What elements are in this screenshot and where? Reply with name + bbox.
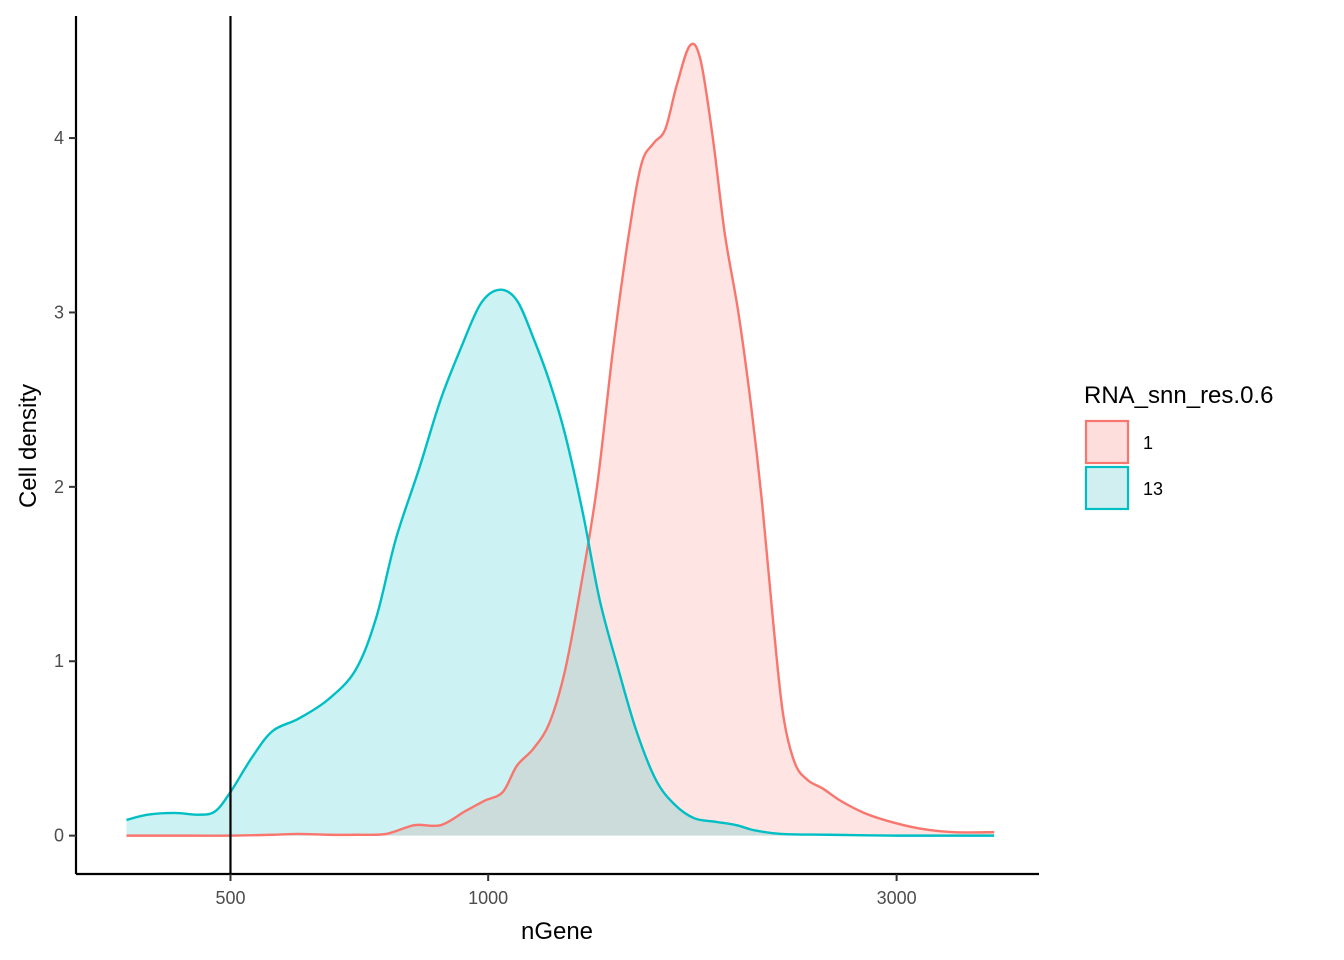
density-lines: [126, 42, 995, 837]
x-tick-label: 3000: [877, 888, 917, 908]
y-tick-label: 0: [54, 826, 64, 846]
legend: RNA_snn_res.0.6 1 13: [1084, 382, 1273, 511]
y-tick-label: 1: [54, 651, 64, 671]
density-line-13: [126, 288, 995, 837]
density-line-1: [126, 42, 995, 837]
density-area-13: [126, 289, 995, 836]
legend-key-13: [1084, 465, 1130, 511]
density-areas: [126, 43, 995, 836]
x-tick-label: 500: [215, 888, 245, 908]
y-tick-label: 2: [54, 477, 64, 497]
legend-items: 1 13: [1084, 419, 1163, 511]
y-axis-ticks: 0 1 2 3 4: [54, 128, 76, 846]
x-tick-label: 1000: [468, 888, 508, 908]
x-axis-title: nGene: [521, 918, 593, 945]
legend-label-13: 13: [1143, 479, 1163, 499]
legend-title: RNA_snn_res.0.6: [1084, 382, 1273, 409]
legend-label-1: 1: [1143, 433, 1153, 453]
legend-key-1: [1084, 419, 1130, 465]
y-tick-label: 4: [54, 128, 64, 148]
x-axis-ticks: 500 1000 3000: [215, 874, 917, 908]
y-axis-title: Cell density: [15, 384, 42, 508]
y-tick-label: 3: [54, 302, 64, 322]
